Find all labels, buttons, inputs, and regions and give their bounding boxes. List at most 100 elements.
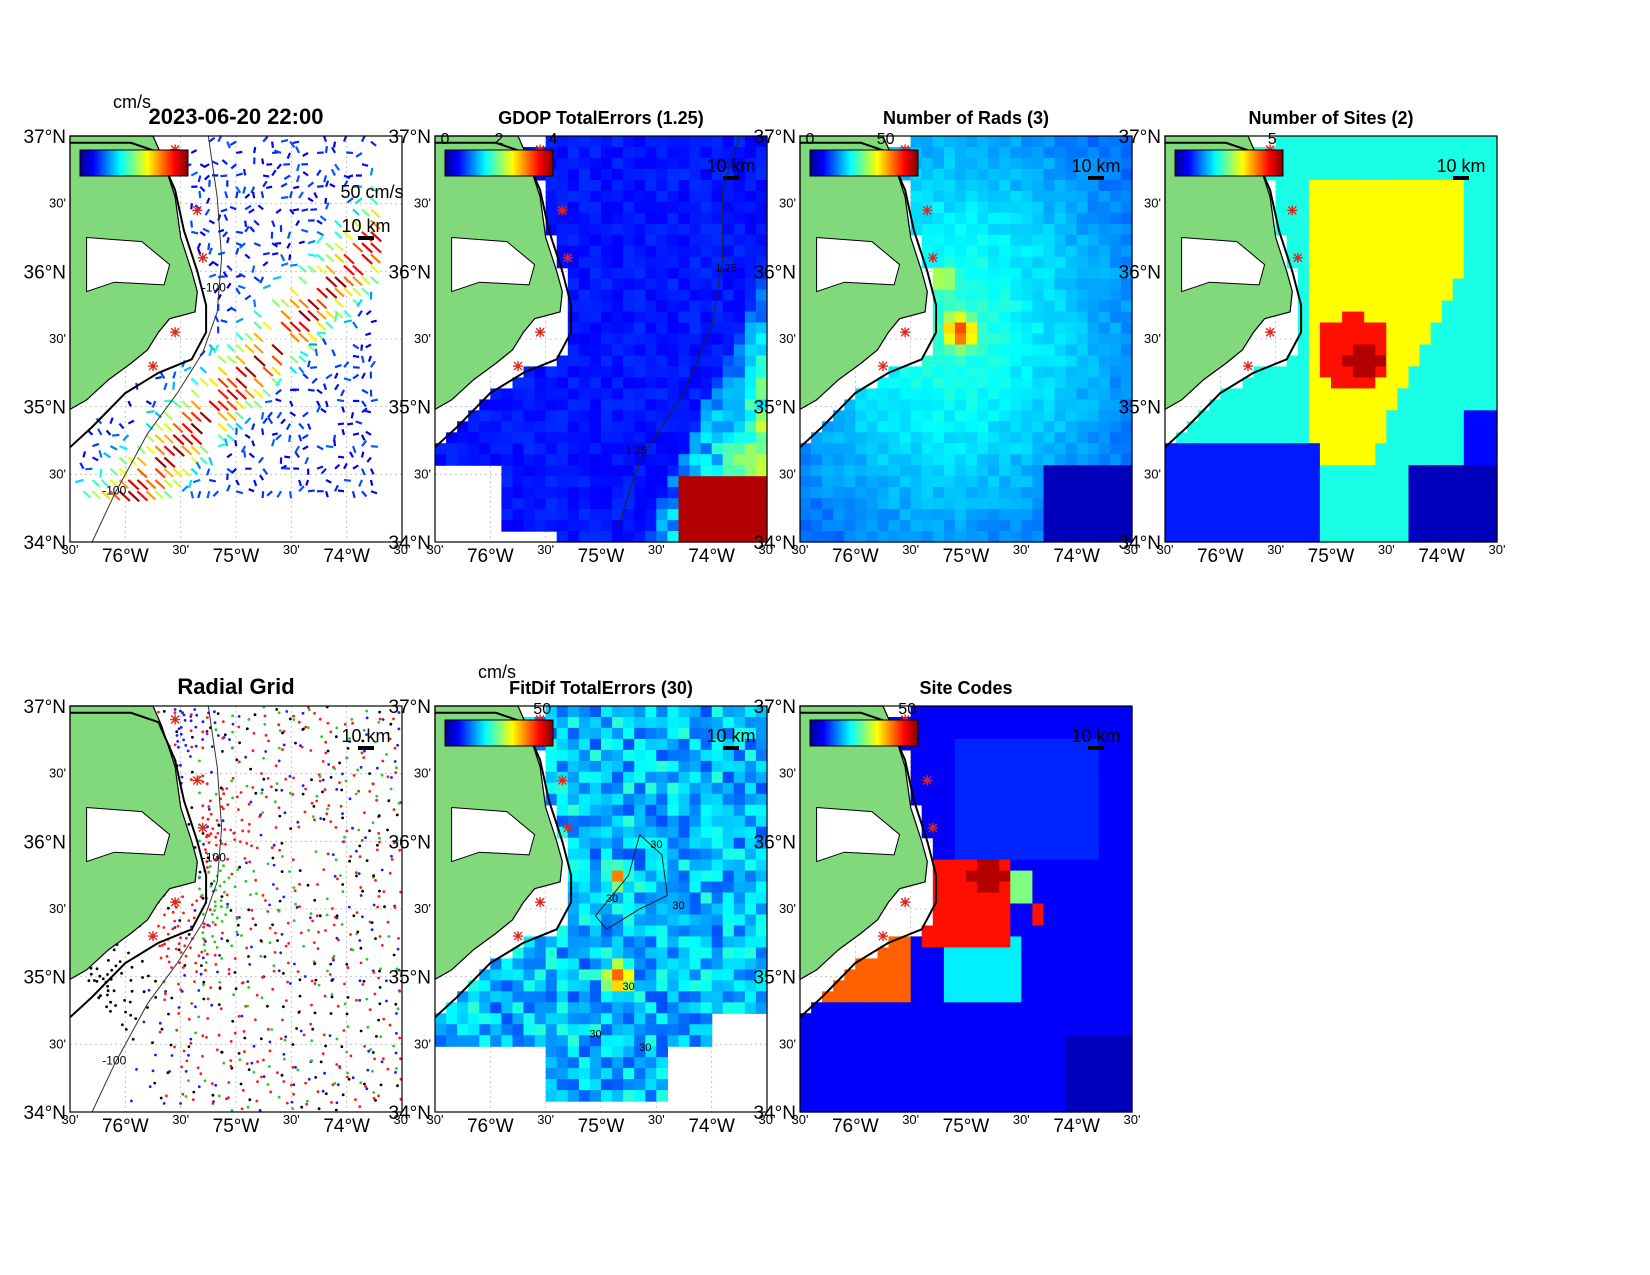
radial-grid-point	[343, 835, 346, 839]
raster-cell	[966, 498, 978, 510]
raster-cell	[932, 410, 945, 422]
raster-cell	[811, 531, 823, 543]
radial-grid-point	[202, 943, 206, 947]
radial-grid-point	[365, 733, 368, 736]
raster-cell	[623, 267, 635, 280]
radial-grid-point	[259, 1037, 263, 1041]
current-vector	[100, 490, 111, 500]
radial-grid-point	[294, 1065, 297, 1069]
raster-cell	[1353, 278, 1365, 291]
raster-cell	[1109, 278, 1122, 291]
raster-cell	[634, 771, 646, 784]
radial-grid-point	[220, 905, 223, 909]
raster-cell	[755, 136, 768, 148]
raster-cell	[1120, 311, 1133, 324]
raster-cell	[711, 267, 724, 280]
raster-cell	[943, 377, 956, 389]
raster-cell	[556, 531, 569, 543]
raster-cell	[1353, 454, 1365, 466]
raster-cell	[601, 355, 613, 368]
raster-cell	[1286, 190, 1299, 203]
raster-cell	[1353, 147, 1365, 159]
raster-cell	[999, 531, 1011, 543]
raster-cell	[1010, 289, 1022, 302]
current-vector	[295, 220, 301, 227]
raster-cell	[523, 520, 536, 532]
raster-cell	[1364, 311, 1376, 324]
current-vector	[361, 276, 371, 286]
raster-cell	[943, 278, 956, 291]
radial-grid-point	[359, 894, 363, 897]
radial-grid-point	[185, 1059, 189, 1063]
site-marker	[900, 327, 911, 338]
panel-title: Number of Rads (3)	[883, 108, 1049, 128]
raster-cell	[711, 278, 724, 291]
current-vector	[235, 422, 243, 431]
current-vector	[307, 181, 315, 188]
raster-cell	[589, 212, 602, 225]
radial-grid-point	[256, 1060, 259, 1064]
raster-cell	[1021, 498, 1033, 510]
raster-cell	[645, 366, 657, 378]
raster-cell	[722, 936, 735, 948]
raster-cell	[1375, 278, 1387, 291]
raster-cell	[921, 355, 934, 368]
raster-cell	[1308, 355, 1321, 368]
raster-cell	[1054, 355, 1067, 368]
raster-cell	[523, 476, 536, 488]
raster-cell	[545, 980, 558, 992]
raster-cell	[1286, 223, 1299, 236]
raster-cell	[1176, 487, 1188, 499]
raster-cell	[1253, 388, 1266, 400]
raster-cell	[645, 881, 657, 894]
raster-cell	[1253, 421, 1266, 433]
raster-cell	[1463, 399, 1476, 411]
raster-cell	[999, 388, 1011, 400]
raster-cell	[711, 991, 724, 1003]
raster-cell	[678, 399, 691, 411]
radial-grid-point	[220, 805, 224, 809]
raster-cell	[733, 410, 746, 422]
raster-cell	[545, 1013, 558, 1025]
raster-cell	[556, 760, 569, 773]
raster-cell	[1275, 190, 1288, 203]
raster-cell	[1419, 399, 1432, 411]
raster-cell	[1297, 476, 1310, 488]
raster-cell	[1032, 355, 1045, 368]
radial-grid-point	[371, 782, 375, 786]
raster-cell	[446, 443, 458, 455]
raster-cell	[634, 311, 646, 324]
raster-cell	[977, 465, 989, 477]
lat-tick-label: 34°N	[24, 1103, 66, 1124]
raster-cell	[1021, 234, 1033, 247]
raster-cell	[1286, 520, 1299, 532]
raster-cell	[1209, 421, 1221, 433]
raster-cell	[1297, 147, 1310, 159]
radial-grid-point	[192, 916, 196, 920]
raster-cell	[567, 936, 580, 948]
raster-cell	[999, 432, 1011, 444]
raster-cell	[523, 421, 536, 433]
raster-cell	[899, 531, 912, 543]
raster-cell	[634, 782, 646, 795]
raster-cell	[612, 190, 624, 203]
current-vector	[204, 174, 210, 181]
raster-cell	[512, 377, 525, 389]
raster-cell	[844, 476, 856, 488]
raster-cell	[1463, 157, 1476, 170]
radial-grid-point	[255, 993, 259, 997]
raster-cell	[678, 520, 691, 532]
raster-cell	[601, 256, 613, 269]
raster-cell	[567, 201, 580, 214]
lat-tick-label: 30'	[414, 466, 431, 481]
raster-cell	[999, 234, 1011, 247]
raster-cell	[1364, 377, 1376, 389]
gdop-contour	[617, 135, 740, 529]
radial-grid-point	[230, 1066, 234, 1070]
raster-cell	[468, 980, 480, 992]
raster-cell	[1120, 300, 1133, 313]
raster-cell	[678, 465, 691, 477]
raster-cell	[1375, 311, 1387, 324]
radial-grid-point	[285, 1101, 289, 1105]
radial-grid-point	[237, 760, 241, 764]
